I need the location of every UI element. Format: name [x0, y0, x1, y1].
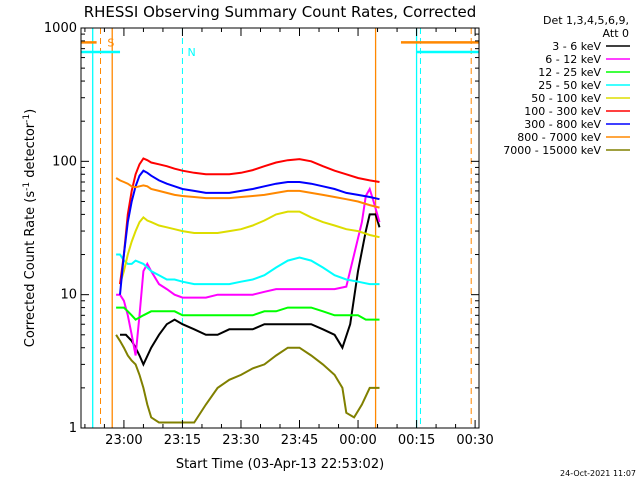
legend-entry-label: 3 - 6 keV — [552, 40, 601, 53]
y-axis-label: Corrected Count Rate (s-1 detector-1) — [22, 109, 38, 347]
y-tick-label: 10 — [60, 288, 77, 303]
x-ticks: 23:00 23:15 23:30 23:45 00:00 00:15 00:30 — [84, 28, 494, 448]
x-tick-label: 00:00 — [339, 433, 376, 448]
series-line-3 — [116, 306, 380, 321]
y-tick-label: 1 — [69, 421, 77, 436]
x-tick-label: 00:30 — [456, 433, 493, 448]
legend-header-1: Det 1,3,4,5,6,9, — [543, 14, 629, 27]
x-tick-label: 00:15 — [398, 433, 435, 448]
x-axis-label: Start Time (03-Apr-13 22:53:02) — [176, 457, 384, 472]
x-tick-label: 23:30 — [222, 433, 259, 448]
series-line-8 — [115, 177, 380, 209]
y-tick-label: 100 — [52, 154, 77, 169]
plot-frame — [80, 27, 480, 429]
legend-entry-label: 50 - 100 keV — [531, 92, 601, 105]
chart-title: RHESSI Observing Summary Count Rates, Co… — [84, 3, 477, 21]
series-line-4 — [116, 253, 380, 286]
night-label: S — [107, 36, 114, 49]
x-tick-label: 23:45 — [281, 433, 318, 448]
series-line-9 — [115, 334, 380, 424]
legend-entry-label: 300 - 800 keV — [524, 118, 601, 131]
legend-entry-label: 800 - 7000 keV — [517, 131, 601, 144]
y-tick-label: 1000 — [44, 21, 77, 36]
legend-entry-label: 25 - 50 keV — [538, 79, 601, 92]
render-timestamp: 24-Oct-2021 11:07 — [560, 469, 636, 478]
legend-header-2: Att 0 — [603, 27, 629, 40]
y-ticks: 1 10 100 1000 — [44, 21, 479, 436]
legend-entry-label: 100 - 300 keV — [524, 105, 601, 118]
x-tick-label: 23:15 — [164, 433, 201, 448]
legend-entry-label: 6 - 12 keV — [545, 53, 601, 66]
series-line-7 — [119, 169, 380, 295]
legend-entry-label: 12 - 25 keV — [538, 66, 601, 79]
x-tick-label: 23:00 — [105, 433, 142, 448]
legend-entry-label: 7000 - 15000 keV — [503, 144, 601, 157]
series-line-1 — [120, 213, 381, 367]
series-line-2 — [116, 186, 381, 356]
orbit-markers: NS — [81, 28, 479, 428]
series-line-5 — [119, 210, 380, 285]
saa-label: N — [187, 46, 195, 59]
series-line-6 — [119, 157, 380, 285]
data-series — [115, 157, 381, 424]
